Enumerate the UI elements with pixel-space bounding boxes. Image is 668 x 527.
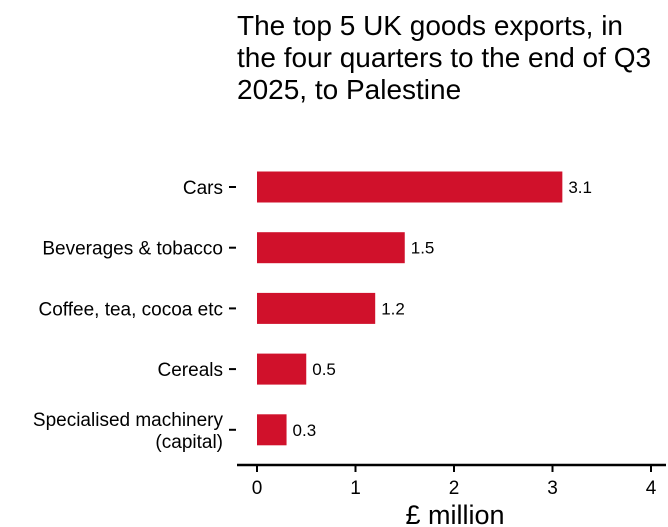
- category-label: Coffee, tea, cocoa etc: [39, 299, 224, 320]
- bar-value-label: 0.5: [312, 360, 336, 379]
- bar-value-label: 0.3: [293, 421, 317, 440]
- category-label: Beverages & tobacco: [42, 239, 223, 260]
- category-label: Specialised machinery (capital): [33, 410, 224, 453]
- category-label: Cereals: [158, 360, 223, 381]
- x-tick-label: 4: [646, 478, 657, 499]
- bar-value-label: 3.1: [568, 178, 592, 197]
- bar-value-label: 1.2: [381, 299, 405, 318]
- bar-value-label: 1.5: [411, 239, 435, 258]
- x-tick-label: 3: [547, 478, 558, 499]
- x-tick-label: 0: [252, 478, 263, 499]
- bar: [257, 414, 287, 446]
- category-label: Cars: [183, 178, 223, 199]
- x-axis-title: £ million: [405, 500, 504, 527]
- chart-title: The top 5 UK goods exports, in the four …: [237, 10, 652, 105]
- bar: [257, 171, 563, 203]
- bar: [257, 353, 307, 385]
- x-tick-label: 1: [350, 478, 361, 499]
- x-tick-label: 2: [449, 478, 460, 499]
- bar: [257, 292, 376, 324]
- bar: [257, 232, 405, 264]
